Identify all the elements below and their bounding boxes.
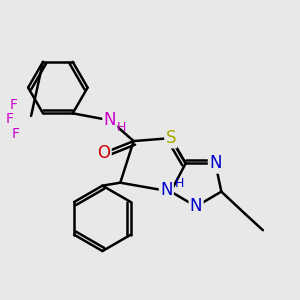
Text: N: N [160, 181, 172, 199]
Text: N: N [209, 154, 222, 172]
Text: N: N [103, 111, 116, 129]
Text: H: H [116, 121, 126, 134]
Text: O: O [98, 144, 110, 162]
Text: F: F [11, 127, 20, 141]
Text: S: S [166, 129, 176, 147]
Text: H: H [174, 177, 184, 190]
Text: N: N [190, 197, 202, 215]
Text: F: F [10, 98, 18, 112]
Text: F: F [5, 112, 14, 126]
